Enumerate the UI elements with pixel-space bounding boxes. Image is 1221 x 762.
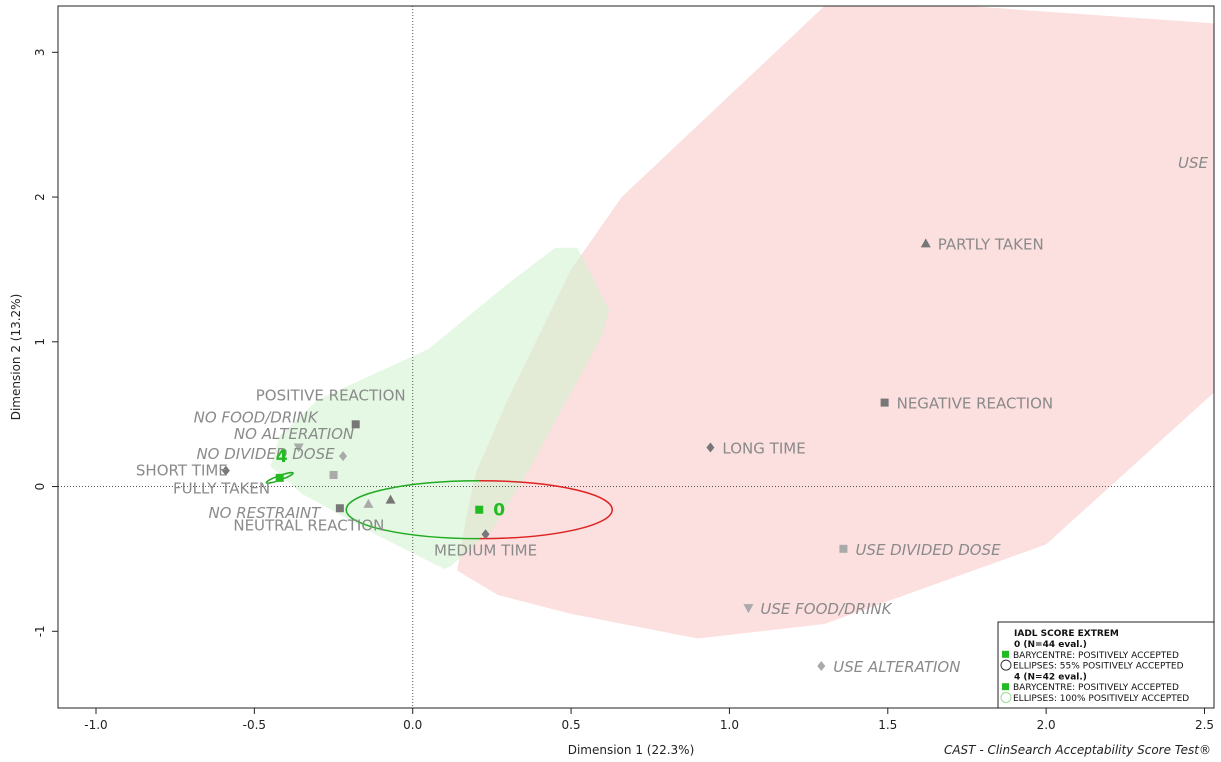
marker-use-divided-dose	[839, 544, 848, 553]
label-partly-taken: PARTLY TAKEN	[938, 235, 1044, 253]
acceptability-regions	[270, 6, 1215, 639]
y-tick-label: 0	[33, 483, 47, 491]
label-use-food-drink: USE FOOD/DRINK	[760, 600, 892, 618]
label-positive-reaction: POSITIVE REACTION	[256, 386, 406, 404]
legend-circle-icon	[1000, 692, 1012, 703]
x-tick-label: 2.5	[1195, 718, 1214, 732]
legend-square-icon	[1002, 683, 1009, 691]
reference-lines	[58, 6, 1214, 708]
barycentre-marker-4	[275, 473, 284, 482]
label-medium-time: MEDIUM TIME	[434, 541, 537, 559]
marker-neutral-reaction	[335, 504, 344, 513]
ellipse-left-arc	[345, 480, 480, 540]
y-tick-label: 1	[33, 338, 47, 346]
x-tick-label: 2.0	[1037, 718, 1056, 732]
barycentre-label-4: 4	[276, 447, 288, 467]
barycentre-marker-0	[475, 505, 484, 514]
x-tick-label: 0.5	[562, 718, 581, 732]
legend-entry: 4 (N=42 eval.)	[1014, 672, 1087, 682]
x-axis-title: Dimension 1 (22.3%)	[568, 743, 695, 757]
label-long-time: LONG TIME	[722, 439, 805, 457]
marker-short-time	[221, 465, 230, 476]
marker-use-food-drink	[743, 604, 754, 614]
ellipse-right-arc	[479, 480, 613, 540]
region-group-0	[457, 6, 1215, 639]
ellipse-left-arc	[265, 475, 281, 484]
legend-square-icon	[1002, 650, 1009, 658]
variable-points: PARTLY TAKEN NEGATIVE REACTION LONG TIME US…	[136, 154, 1209, 676]
marker-no-divided-dose	[329, 470, 338, 479]
legend-entry: ELLIPSES: 55% POSITIVELY ACCEPTED	[1013, 662, 1184, 672]
y-tick-label: -1	[33, 625, 47, 637]
label-neutral-reaction: NEUTRAL REACTION	[233, 516, 384, 534]
legend-entry: BARYCENTRE: POSITIVELY ACCEPTED	[1013, 683, 1179, 693]
label-no-food-drink: NO FOOD/DRINK	[194, 408, 319, 426]
label-use: USE	[1178, 154, 1209, 172]
legend-title: IADL SCORE EXTREM	[1014, 629, 1119, 639]
label-no-restraint: NO RESTRAINT	[208, 504, 322, 522]
label-fully-taken: FULLY TAKEN	[173, 480, 270, 498]
confidence-ellipses	[265, 471, 613, 540]
marker-no-alteration	[339, 451, 348, 462]
y-tick-label: 2	[33, 193, 47, 201]
marker-partly-taken	[920, 238, 931, 248]
marker-positive-reaction	[351, 420, 360, 429]
chart-caption: CAST - ClinSearch Acceptability Score Te…	[944, 743, 1211, 757]
marker-no-restraint	[363, 498, 374, 508]
ellipse-group-4	[265, 471, 294, 484]
barycentre-label-0: 0	[493, 501, 505, 521]
marker-long-time	[706, 442, 715, 453]
x-tick-label: 0.0	[403, 718, 422, 732]
x-tick-label: -1.0	[84, 718, 107, 732]
barycentres: 04	[275, 447, 505, 521]
x-tick-label: 1.5	[878, 718, 897, 732]
legend-entry: 0 (N=44 eval.)	[1014, 640, 1087, 650]
region-group-4	[270, 247, 610, 569]
y-tick-label: 3	[33, 48, 47, 56]
label-no-divided-dose: NO DIVIDED DOSE	[196, 445, 335, 463]
marker-use-alteration	[817, 661, 826, 672]
legend-box	[997, 621, 1215, 709]
x-axis-ticks: -1.0 -0.5 0.0 0.5 1.0 1.5 2.0 2.5	[84, 708, 1214, 732]
marker-negative-reaction	[880, 398, 889, 407]
marker-medium-time	[481, 529, 490, 540]
ellipse-group-0	[345, 480, 613, 540]
label-short-time: SHORT TIME	[136, 462, 228, 480]
legend-circle-icon	[1000, 659, 1012, 671]
label-negative-reaction: NEGATIVE REACTION	[897, 395, 1053, 413]
label-use-alteration: USE ALTERATION	[833, 658, 960, 676]
label-use-divided-dose: USE DIVIDED DOSE	[855, 541, 1001, 559]
x-tick-label: -0.5	[243, 718, 266, 732]
plot-frame	[57, 5, 1215, 709]
label-no-alteration: NO ALTERATION	[234, 425, 354, 443]
legend-entry: BARYCENTRE: POSITIVELY ACCEPTED	[1013, 651, 1179, 661]
y-axis-title: Dimension 2 (13.2%)	[9, 294, 23, 421]
legend-entry: ELLIPSES: 100% POSITIVELY ACCEPTED	[1013, 694, 1189, 704]
marker-no-food-drink	[293, 443, 304, 453]
y-axis-ticks: -1 0 1 2 3	[33, 48, 58, 637]
ellipse-right-arc	[278, 471, 294, 481]
x-tick-label: 1.0	[720, 718, 739, 732]
marker-fully-taken	[385, 494, 396, 504]
